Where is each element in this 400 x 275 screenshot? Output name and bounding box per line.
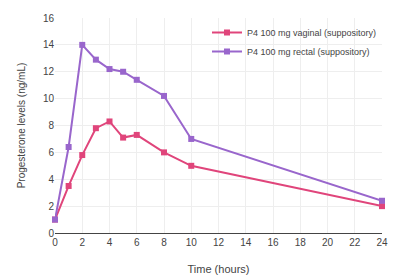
svg-text:8: 8 [48, 120, 54, 131]
svg-text:14: 14 [240, 237, 252, 248]
svg-text:12: 12 [43, 66, 55, 77]
svg-text:18: 18 [295, 237, 307, 248]
svg-text:0: 0 [52, 237, 58, 248]
svg-text:P4 100 mg vaginal (suppository: P4 100 mg vaginal (suppository) [247, 28, 376, 38]
svg-text:10: 10 [186, 237, 198, 248]
svg-text:6: 6 [48, 147, 54, 158]
svg-text:10: 10 [43, 93, 55, 104]
svg-text:16: 16 [43, 13, 55, 24]
svg-text:4: 4 [48, 174, 54, 185]
svg-text:Time (hours): Time (hours) [188, 263, 250, 275]
svg-text:20: 20 [322, 237, 334, 248]
svg-text:16: 16 [267, 237, 279, 248]
svg-text:4: 4 [107, 237, 113, 248]
svg-text:2: 2 [48, 201, 54, 212]
svg-text:14: 14 [43, 39, 55, 50]
svg-text:8: 8 [161, 237, 167, 248]
svg-text:2: 2 [79, 237, 85, 248]
svg-text:Progesterone levels (ng/mL): Progesterone levels (ng/mL) [16, 63, 27, 189]
svg-text:24: 24 [376, 237, 388, 248]
svg-text:6: 6 [134, 237, 140, 248]
svg-text:12: 12 [213, 237, 225, 248]
svg-text:P4 100 mg rectal (suppository): P4 100 mg rectal (suppository) [247, 47, 370, 57]
svg-text:0: 0 [48, 228, 54, 239]
svg-text:22: 22 [349, 237, 361, 248]
